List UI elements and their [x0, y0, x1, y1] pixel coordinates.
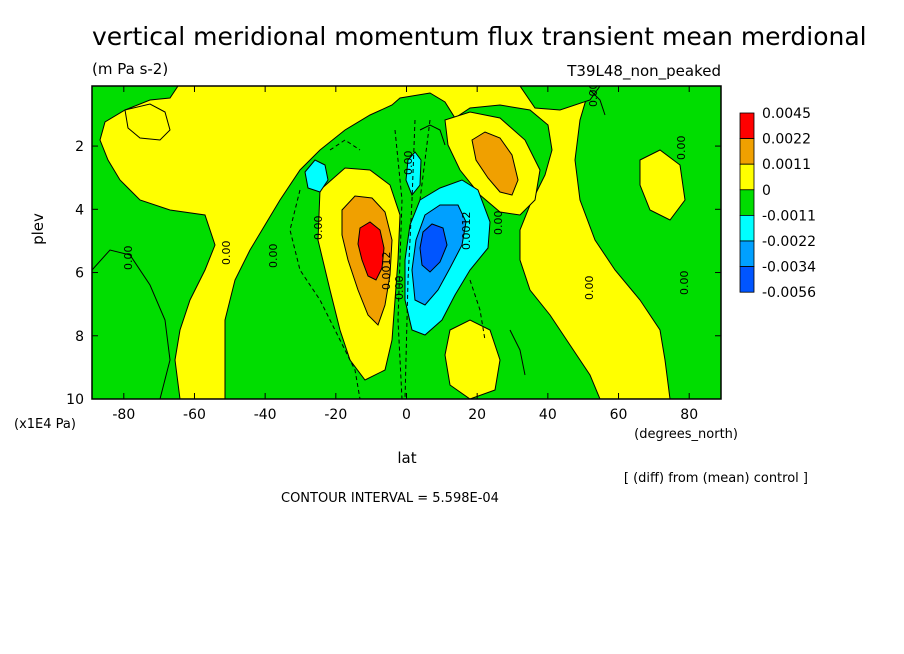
- contour-label: 0.00: [675, 136, 688, 161]
- colorbar-swatch: [739, 112, 755, 140]
- colorbar-label: 0.0022: [762, 132, 811, 148]
- x-tick-label: 20: [468, 407, 486, 423]
- colorbar-label: -0.0011: [762, 208, 816, 224]
- green-region-east-top: [519, 86, 601, 111]
- colorbar-label: 0.0045: [762, 106, 811, 122]
- contour-label: 0.0012: [380, 252, 393, 291]
- y-tick-label: 2: [75, 139, 84, 155]
- y-axis-label: plev: [29, 213, 47, 245]
- contour-label: 0.00: [220, 241, 233, 266]
- x-tick-label: -40: [254, 407, 277, 423]
- y-tick-label: 6: [75, 266, 84, 282]
- y-tick-label: 8: [75, 329, 84, 345]
- yellow-island-west: [124, 103, 171, 141]
- colorbar-swatch: [739, 163, 755, 191]
- x-tick-label: -20: [324, 407, 347, 423]
- contour-label: 0.00: [678, 271, 691, 296]
- x-tick-label: 0: [402, 407, 411, 423]
- contour-field: 0.00 0.00 0.00 0.00 0.00 0.00 0.00 0.00 …: [92, 83, 721, 399]
- red-max: [357, 221, 385, 281]
- dark-blue-min: [419, 223, 448, 273]
- cyan-spot-equator: [405, 151, 422, 196]
- positive-contours: [419, 89, 606, 376]
- chart-units: (m Pa s-2): [92, 60, 168, 78]
- x-tick-label: -60: [183, 407, 206, 423]
- diff-note: [ (diff) from (mean) control ]: [624, 471, 808, 486]
- x-axis: -80 -60 -40 -20 0 20 40 60 80: [112, 86, 698, 423]
- contour-label: 0.00: [587, 83, 600, 108]
- y-tick-label: 4: [75, 202, 84, 218]
- colorbar: 0.0045 0.0022 0.0011 0 -0.0011 -0.0022 -0.0034…: [739, 106, 816, 301]
- colorbar-label: 0: [762, 183, 771, 199]
- y-tick-label: 10: [66, 392, 84, 408]
- yellow-island-south: [444, 319, 501, 399]
- yellow-island-east: [639, 149, 686, 221]
- colorbar-label: -0.0056: [762, 285, 816, 301]
- green-region-east: [574, 86, 721, 399]
- contour-label: 0.0012: [460, 212, 473, 251]
- x-tick-label: 60: [610, 407, 628, 423]
- cyan-spot-west: [304, 159, 329, 193]
- x-tick-label: 40: [539, 407, 557, 423]
- contour-label: 0.00: [492, 211, 505, 236]
- contour-label: 0.00: [312, 216, 325, 241]
- negative-contours: [289, 119, 486, 399]
- contour-label: 0.00: [267, 244, 280, 269]
- colorbar-swatch: [739, 266, 755, 293]
- experiment-label: T39L48_non_peaked: [566, 62, 721, 81]
- colorbar-label: -0.0034: [762, 260, 816, 276]
- chart-title: vertical meridional momentum flux transi…: [92, 22, 867, 51]
- orange-lobe-north: [471, 131, 519, 196]
- y-axis-units: (x1E4 Pa): [14, 417, 76, 432]
- colorbar-swatch: [739, 240, 755, 268]
- colorbar-label: 0.0011: [762, 157, 811, 173]
- contour-label: 0.00: [122, 246, 135, 271]
- contour-label: 0.00: [583, 276, 596, 301]
- contour-label: 0.00: [402, 151, 415, 176]
- colorbar-swatch: [739, 189, 755, 216]
- colorbar-swatch: [739, 214, 755, 242]
- colorbar-swatch: [739, 138, 755, 165]
- y-axis: 2 4 6 8 10: [66, 139, 721, 408]
- colorbar-label: -0.0022: [762, 234, 816, 250]
- contour-interval: CONTOUR INTERVAL = 5.598E-04: [281, 491, 499, 506]
- x-tick-label: 80: [680, 407, 698, 423]
- x-axis-label: lat: [397, 449, 416, 467]
- green-region-west-tongue: [92, 249, 171, 399]
- x-tick-label: -80: [112, 407, 135, 423]
- x-axis-units: (degrees_north): [634, 427, 738, 442]
- contour-label: 0.00: [393, 276, 406, 301]
